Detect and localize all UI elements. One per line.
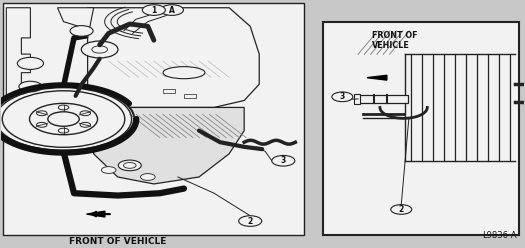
Text: 2: 2 — [248, 217, 253, 225]
Circle shape — [80, 111, 90, 116]
Circle shape — [0, 87, 134, 152]
Circle shape — [391, 205, 412, 214]
Circle shape — [29, 103, 98, 135]
Circle shape — [48, 112, 79, 126]
Circle shape — [123, 162, 136, 168]
Polygon shape — [6, 8, 30, 138]
Circle shape — [161, 5, 183, 15]
Circle shape — [58, 128, 69, 133]
Polygon shape — [367, 75, 387, 80]
Polygon shape — [88, 8, 259, 107]
Bar — [163, 89, 175, 93]
Circle shape — [141, 174, 155, 180]
Circle shape — [80, 123, 90, 127]
Text: L9836-A: L9836-A — [482, 231, 517, 240]
Circle shape — [118, 160, 141, 171]
Polygon shape — [87, 211, 105, 217]
Circle shape — [70, 26, 93, 36]
Circle shape — [142, 5, 165, 15]
Circle shape — [37, 111, 47, 116]
Circle shape — [332, 92, 353, 102]
Bar — [354, 94, 360, 104]
Circle shape — [17, 57, 44, 69]
Polygon shape — [93, 107, 244, 184]
Circle shape — [19, 81, 42, 92]
Ellipse shape — [163, 67, 205, 79]
Bar — [323, 22, 519, 235]
Polygon shape — [58, 8, 93, 38]
Bar — [184, 94, 196, 98]
Circle shape — [239, 216, 262, 226]
Text: A: A — [169, 5, 175, 15]
Circle shape — [58, 105, 69, 110]
Circle shape — [81, 41, 118, 58]
Bar — [358, 95, 408, 103]
Text: 3: 3 — [340, 92, 345, 101]
Text: 3: 3 — [281, 156, 286, 165]
Bar — [3, 3, 304, 235]
Text: 2: 2 — [398, 205, 404, 214]
Circle shape — [37, 123, 47, 127]
Circle shape — [101, 167, 116, 173]
Circle shape — [92, 46, 108, 53]
Text: FRONT OF VEHICLE: FRONT OF VEHICLE — [69, 237, 166, 246]
Text: FRONT OF
VEHICLE: FRONT OF VEHICLE — [372, 31, 417, 50]
Text: 1: 1 — [151, 5, 156, 15]
Circle shape — [272, 155, 295, 166]
